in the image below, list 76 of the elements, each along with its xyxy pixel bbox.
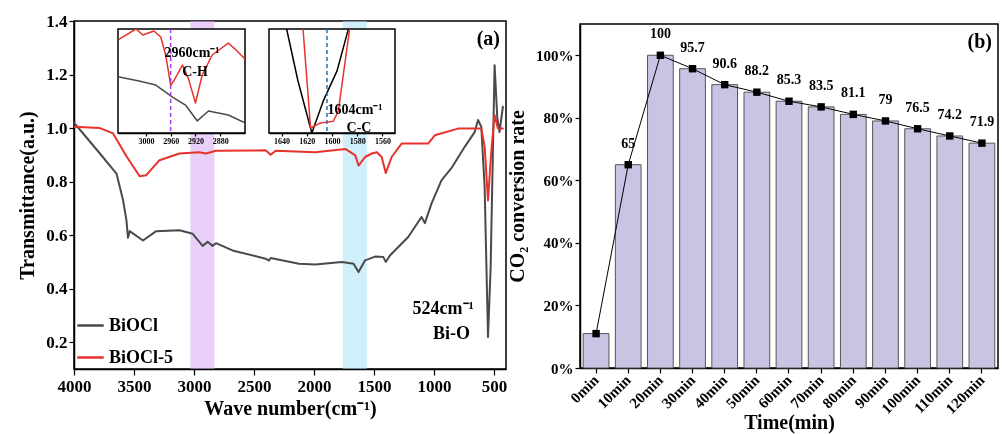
legend-label: BiOCl [109,314,159,335]
point [881,117,890,125]
data-label: 95.7 [680,39,705,55]
x-tick-label: 2500 [237,376,272,396]
x-tick-label: 500 [481,376,508,396]
bar [679,68,706,369]
y-tick-label: 0.8 [46,172,68,192]
x-tick-label: 4000 [57,376,92,396]
annotation: 2960cm⁻¹ [164,45,220,60]
x-tick-label: 3000 [138,136,155,146]
x-axis-title: Wave number(cm⁻¹) [204,396,377,420]
annotation: Bi-O [432,323,470,343]
x-tick-label: 1580 [349,136,366,146]
annotation: (b) [967,30,992,53]
data-label: 81.1 [841,85,866,101]
bar [839,113,867,369]
data-label: 65 [621,135,636,151]
y-tick-label: 0.4 [46,279,68,299]
bar [614,164,642,369]
annotation: (a) [476,27,500,50]
data-label: 85.3 [776,72,802,88]
y-tick-label: 1.0 [46,118,68,138]
point [785,97,793,105]
data-label: 74.2 [937,106,963,122]
y-tick-label: 0.2 [46,332,68,352]
x-tick-label: 1600 [324,136,341,146]
bar [647,54,674,369]
x-tick-label: 1560 [374,136,391,146]
x-tick-label: 2960 [163,136,180,146]
bar [872,120,899,369]
y-tick-label: 60% [543,172,574,189]
point [592,329,600,338]
data-label: 79 [878,91,893,107]
bar [968,142,996,369]
x-tick-label: 3000 [177,376,212,396]
annotation: 524cm⁻¹ [412,298,474,318]
x-tick-label: 2920 [187,136,204,146]
bar [904,128,931,369]
x-tick-label: 2000 [297,376,332,396]
data-label: 88.2 [744,63,770,79]
y-axis-title: Transmittance(a.u.) [16,111,40,280]
x-tick-label: 1620 [299,136,316,146]
bar [807,106,835,369]
bar [743,91,771,369]
y-tick-label: 40% [543,235,574,252]
y-tick-label: 1.2 [46,65,68,85]
y-tick-label: 0.6 [46,225,68,245]
annotation: C-C [346,120,372,135]
y-tick-label: 20% [543,297,574,314]
point [753,88,761,96]
data-label: 100 [649,26,671,42]
bar [582,333,610,369]
y-axis-title: CO₂ conversion rate [506,110,528,283]
x-tick-label: 1640 [274,136,291,146]
data-label: 83.5 [808,77,834,93]
bar [711,84,739,369]
data-label: 71.9 [969,114,995,130]
x-tick-label: 2880 [212,136,229,146]
data-label: 76.5 [905,99,930,115]
y-tick-label: 100% [536,47,574,64]
point [946,132,954,140]
line-series [74,114,504,202]
y-tick-label: 0% [551,360,574,377]
y-tick-label: 1.4 [46,11,68,31]
point [817,103,825,111]
x-axis-title: Time(min) [744,410,835,434]
x-tick-label: 1000 [417,376,452,396]
bar [936,135,964,369]
data-label: 90.6 [712,55,737,71]
line-series [74,64,504,338]
bar [775,100,803,369]
point [978,139,986,147]
y-tick-label: 80% [543,110,574,127]
x-tick-label: 1500 [357,376,392,396]
x-tick-label: 3500 [117,376,152,396]
legend-label: BiOCl-5 [109,346,174,367]
